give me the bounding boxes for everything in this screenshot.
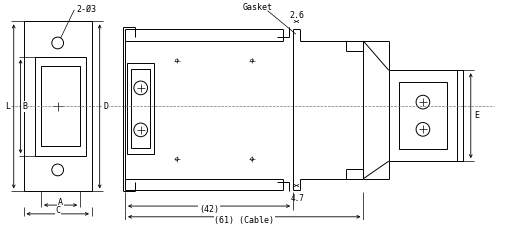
Bar xyxy=(41,66,80,146)
Text: Gasket: Gasket xyxy=(242,3,272,12)
Text: A: A xyxy=(58,198,63,207)
Text: 2-Ø3: 2-Ø3 xyxy=(76,5,96,14)
Text: L: L xyxy=(6,102,11,111)
Circle shape xyxy=(175,158,178,161)
Text: 2.6: 2.6 xyxy=(288,11,304,20)
Text: D: D xyxy=(103,102,108,111)
Circle shape xyxy=(134,123,147,137)
Circle shape xyxy=(250,59,253,62)
Circle shape xyxy=(415,122,429,136)
Bar xyxy=(388,70,456,161)
Text: B: B xyxy=(22,102,27,111)
Text: (42): (42) xyxy=(198,205,219,214)
Bar xyxy=(131,69,150,148)
Circle shape xyxy=(250,158,253,161)
Circle shape xyxy=(134,81,147,95)
Bar xyxy=(398,82,446,149)
Text: C: C xyxy=(55,207,60,216)
Text: E: E xyxy=(473,111,478,120)
Circle shape xyxy=(415,95,429,109)
Bar xyxy=(23,21,92,191)
Text: (61) (Cable): (61) (Cable) xyxy=(214,216,274,225)
Text: 4.7: 4.7 xyxy=(290,194,305,203)
Circle shape xyxy=(52,37,64,49)
Circle shape xyxy=(52,164,64,176)
Bar xyxy=(127,63,154,154)
Bar xyxy=(35,57,86,156)
Circle shape xyxy=(175,59,178,62)
